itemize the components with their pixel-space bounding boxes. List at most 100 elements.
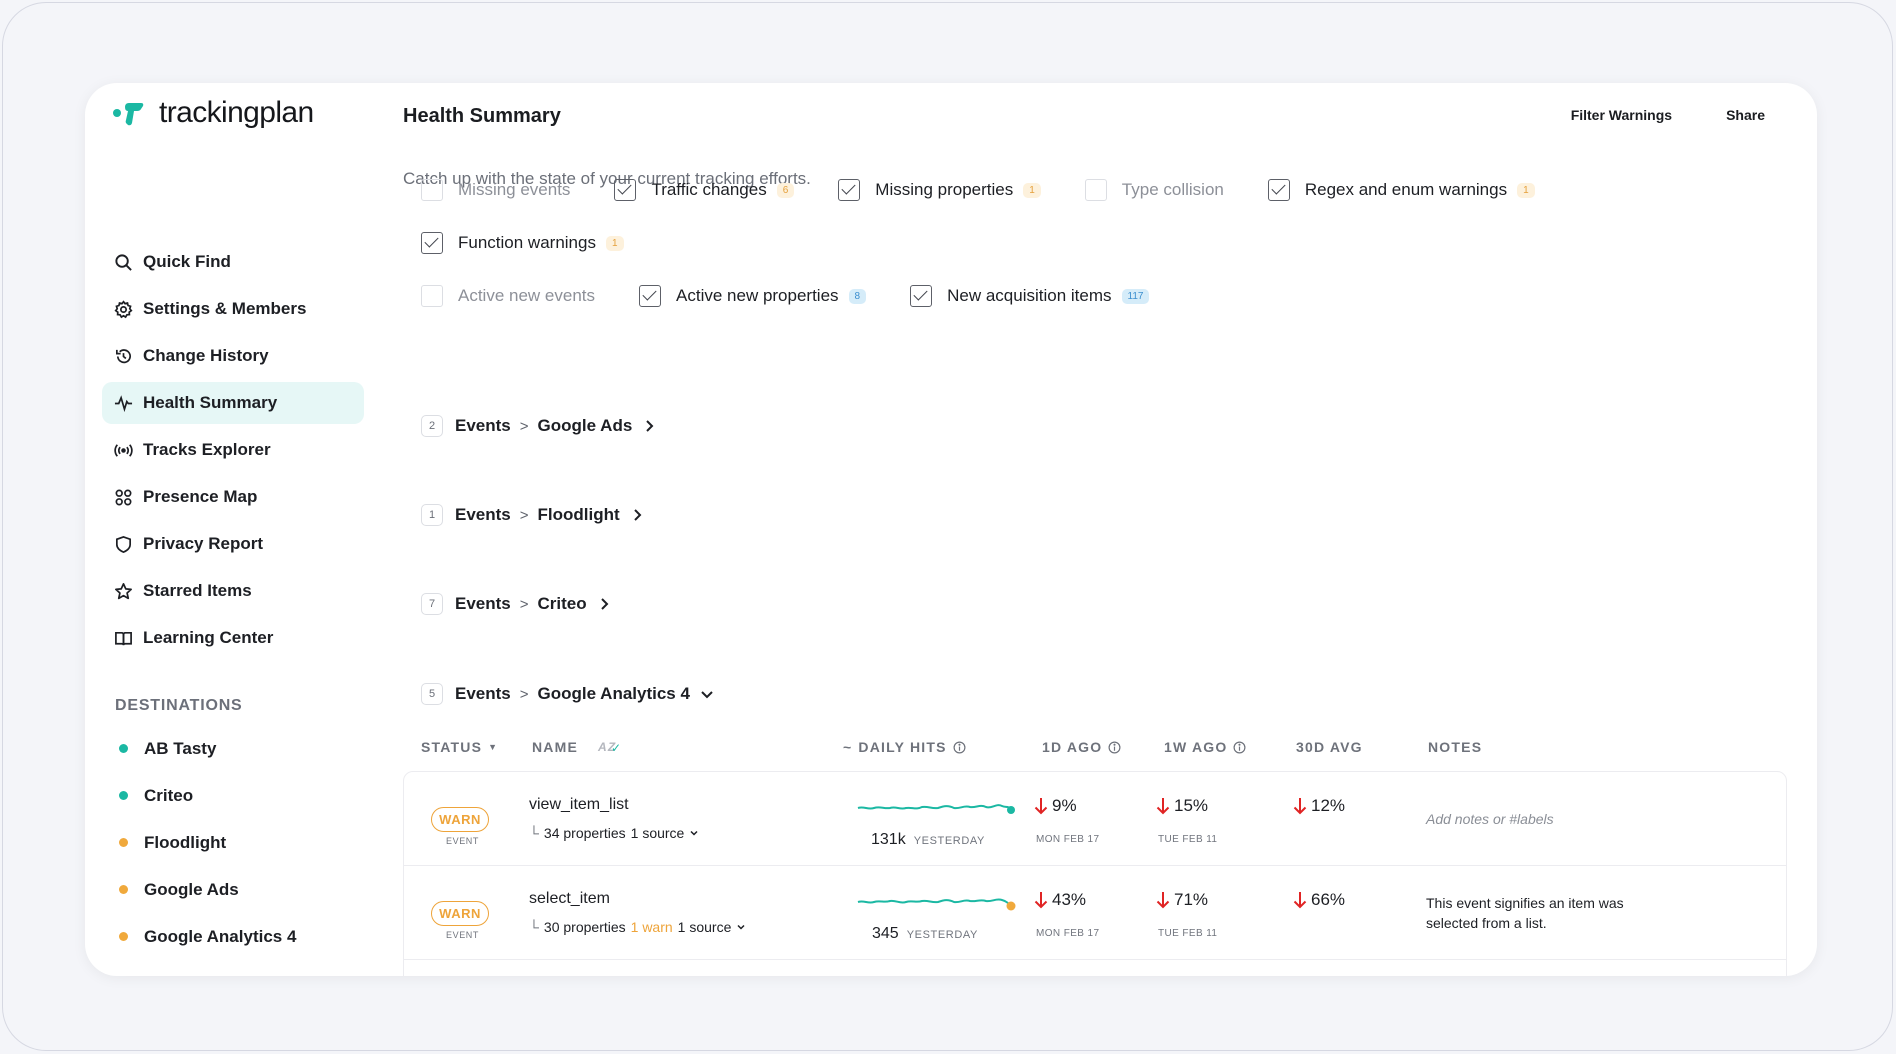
- sidebar-item-starred-items[interactable]: Starred Items: [102, 570, 364, 612]
- table-row[interactable]: WARN EVENT view_item_list └ 34 propertie…: [404, 772, 1786, 866]
- sidebar-item-tracks-explorer[interactable]: Tracks Explorer: [102, 429, 364, 471]
- logo[interactable]: trackingplan: [111, 95, 314, 131]
- checkbox[interactable]: [421, 232, 443, 254]
- table-header: STATUS ▼ NAME AZ ✓ ~ DAILY HITS 1D AGO 1…: [85, 739, 1817, 761]
- chevron-down-icon[interactable]: [736, 922, 746, 932]
- chevron-right-icon: [600, 598, 609, 610]
- sort-az-icon[interactable]: AZ ✓: [598, 740, 623, 755]
- checkbox[interactable]: [838, 179, 861, 201]
- arrow-down-icon: [1034, 892, 1048, 909]
- percent-value: 12%: [1311, 796, 1346, 815]
- sidebar-item-settings[interactable]: Settings & Members: [102, 288, 364, 330]
- sidebar-item-label: Learning Center: [143, 628, 274, 647]
- event-meta: └ 34 properties 1 source: [529, 825, 699, 841]
- event-name[interactable]: view_item_list: [529, 796, 629, 813]
- checkbox[interactable]: [421, 179, 443, 201]
- destinations-heading: DESTINATIONS: [115, 697, 243, 714]
- sidebar-item-learning-center[interactable]: Learning Center: [102, 617, 364, 659]
- status-column-header[interactable]: STATUS ▼: [421, 739, 498, 755]
- sidebar-item-health-summary[interactable]: Health Summary: [102, 382, 364, 424]
- destination-google-analytics-4[interactable]: Google Analytics 4: [115, 913, 296, 960]
- name-column-header[interactable]: NAME AZ ✓: [532, 739, 623, 755]
- group-criteo[interactable]: 7 Events > Criteo: [421, 593, 611, 615]
- filter-active-new-properties[interactable]: Active new properties 8: [639, 285, 867, 307]
- percent-value: 71%: [1174, 890, 1209, 909]
- group-floodlight[interactable]: 1 Events > Floodlight: [421, 504, 644, 526]
- event-name[interactable]: select_item: [529, 890, 610, 907]
- filter-row: Missing events Traffic changes 6 Missing…: [421, 179, 1579, 201]
- 1d-ago-column-header[interactable]: 1D AGO: [1042, 739, 1121, 755]
- notes-column-header: NOTES: [1428, 739, 1482, 755]
- filter-label: Regex and enum warnings: [1304, 180, 1508, 199]
- type-label: EVENT: [446, 930, 480, 940]
- 30d-avg-change: 12%: [1293, 796, 1345, 816]
- filter-type-collision[interactable]: Type collision: [1084, 179, 1224, 201]
- column-label: 1D AGO: [1042, 739, 1103, 755]
- status-badge: WARN: [431, 807, 489, 832]
- group-count: 2: [421, 415, 443, 437]
- filter-active-new-events[interactable]: Active new events: [421, 285, 595, 307]
- sidebar-item-quick-find[interactable]: Quick Find: [102, 241, 364, 283]
- group-google-analytics-4[interactable]: 5 Events > Google Analytics 4: [421, 683, 714, 705]
- properties-count[interactable]: 34 properties: [543, 825, 626, 841]
- chevron-down-icon[interactable]: [689, 828, 699, 838]
- daily-hits-value: 131k YESTERDAY: [871, 831, 985, 849]
- table-row[interactable]: WARN EVENT select_item └ 30 properties 1…: [404, 866, 1786, 960]
- group-prefix: Events: [455, 594, 511, 613]
- destination-floodlight[interactable]: Floodlight: [115, 819, 296, 866]
- checkbox[interactable]: [639, 285, 662, 307]
- destination-criteo[interactable]: Criteo: [115, 772, 296, 819]
- sidebar-item-change-history[interactable]: Change History: [102, 335, 364, 377]
- destination-google-ads[interactable]: Google Ads: [115, 866, 296, 913]
- 30d-avg-column-header[interactable]: 30D AVG: [1296, 739, 1363, 755]
- filter-warnings-button[interactable]: Filter Warnings: [1570, 107, 1673, 123]
- status-dot: [119, 744, 128, 753]
- source-count[interactable]: 1 source: [630, 825, 685, 841]
- source-count[interactable]: 1 source: [677, 919, 732, 935]
- filter-missing-events[interactable]: Missing events: [421, 179, 570, 201]
- status-dot: [119, 791, 128, 800]
- filter-function-warnings[interactable]: Function warnings 1: [421, 232, 624, 254]
- 1d-ago-change: 9%: [1034, 796, 1077, 816]
- share-button[interactable]: Share: [1726, 107, 1765, 123]
- hits-label: YESTERDAY: [906, 929, 978, 941]
- sparkline-end-dot: [1006, 901, 1016, 911]
- filter-label: Active new properties: [676, 286, 839, 305]
- checkbox[interactable]: [910, 285, 933, 307]
- filter-label: New acquisition items: [947, 286, 1112, 305]
- group-count: 7: [421, 593, 443, 615]
- count-badge: 1: [1023, 182, 1041, 198]
- notes-input[interactable]: Add notes or #labels: [1426, 811, 1554, 827]
- checkbox[interactable]: [1084, 179, 1107, 201]
- warn-count[interactable]: 1 warn: [630, 919, 673, 935]
- sidebar-item-presence-map[interactable]: Presence Map: [102, 476, 364, 518]
- column-label: NAME: [532, 739, 579, 755]
- properties-count[interactable]: 30 properties: [543, 919, 626, 935]
- status-dot: [119, 932, 128, 941]
- gear-icon: [114, 299, 133, 318]
- group-google-ads[interactable]: 2 Events > Google Ads: [421, 415, 656, 437]
- daily-hits-column-header[interactable]: ~ DAILY HITS: [843, 739, 966, 755]
- checkbox[interactable]: [421, 285, 443, 307]
- status-dot: [119, 885, 128, 894]
- filter-regex-enum-warnings[interactable]: Regex and enum warnings 1: [1267, 179, 1535, 201]
- history-icon: [115, 348, 131, 363]
- checkbox[interactable]: [614, 179, 637, 201]
- arrow-down-icon: [1156, 798, 1170, 815]
- sidebar-item-privacy-report[interactable]: Privacy Report: [102, 523, 364, 565]
- filter-label: Traffic changes: [651, 180, 767, 199]
- destination-ab-tasty[interactable]: AB Tasty: [115, 725, 296, 772]
- filter-traffic-changes[interactable]: Traffic changes 6: [614, 179, 795, 201]
- 1w-ago-column-header[interactable]: 1W AGO: [1164, 739, 1246, 755]
- sidebar-item-label: Health Summary: [143, 393, 278, 412]
- group-name: Google Analytics 4: [537, 684, 690, 703]
- filter-new-acquisition-items[interactable]: New acquisition items 117: [910, 285, 1150, 307]
- shield-icon: [115, 535, 132, 553]
- checkbox[interactable]: [1267, 179, 1290, 201]
- notes-text[interactable]: This event signifies an item was selecte…: [1426, 895, 1624, 931]
- arrow-down-icon: [1293, 798, 1307, 815]
- filter-missing-properties[interactable]: Missing properties 1: [838, 179, 1041, 201]
- search-icon: [115, 253, 132, 271]
- page-subtitle: Catch up with the state of your current …: [403, 169, 811, 188]
